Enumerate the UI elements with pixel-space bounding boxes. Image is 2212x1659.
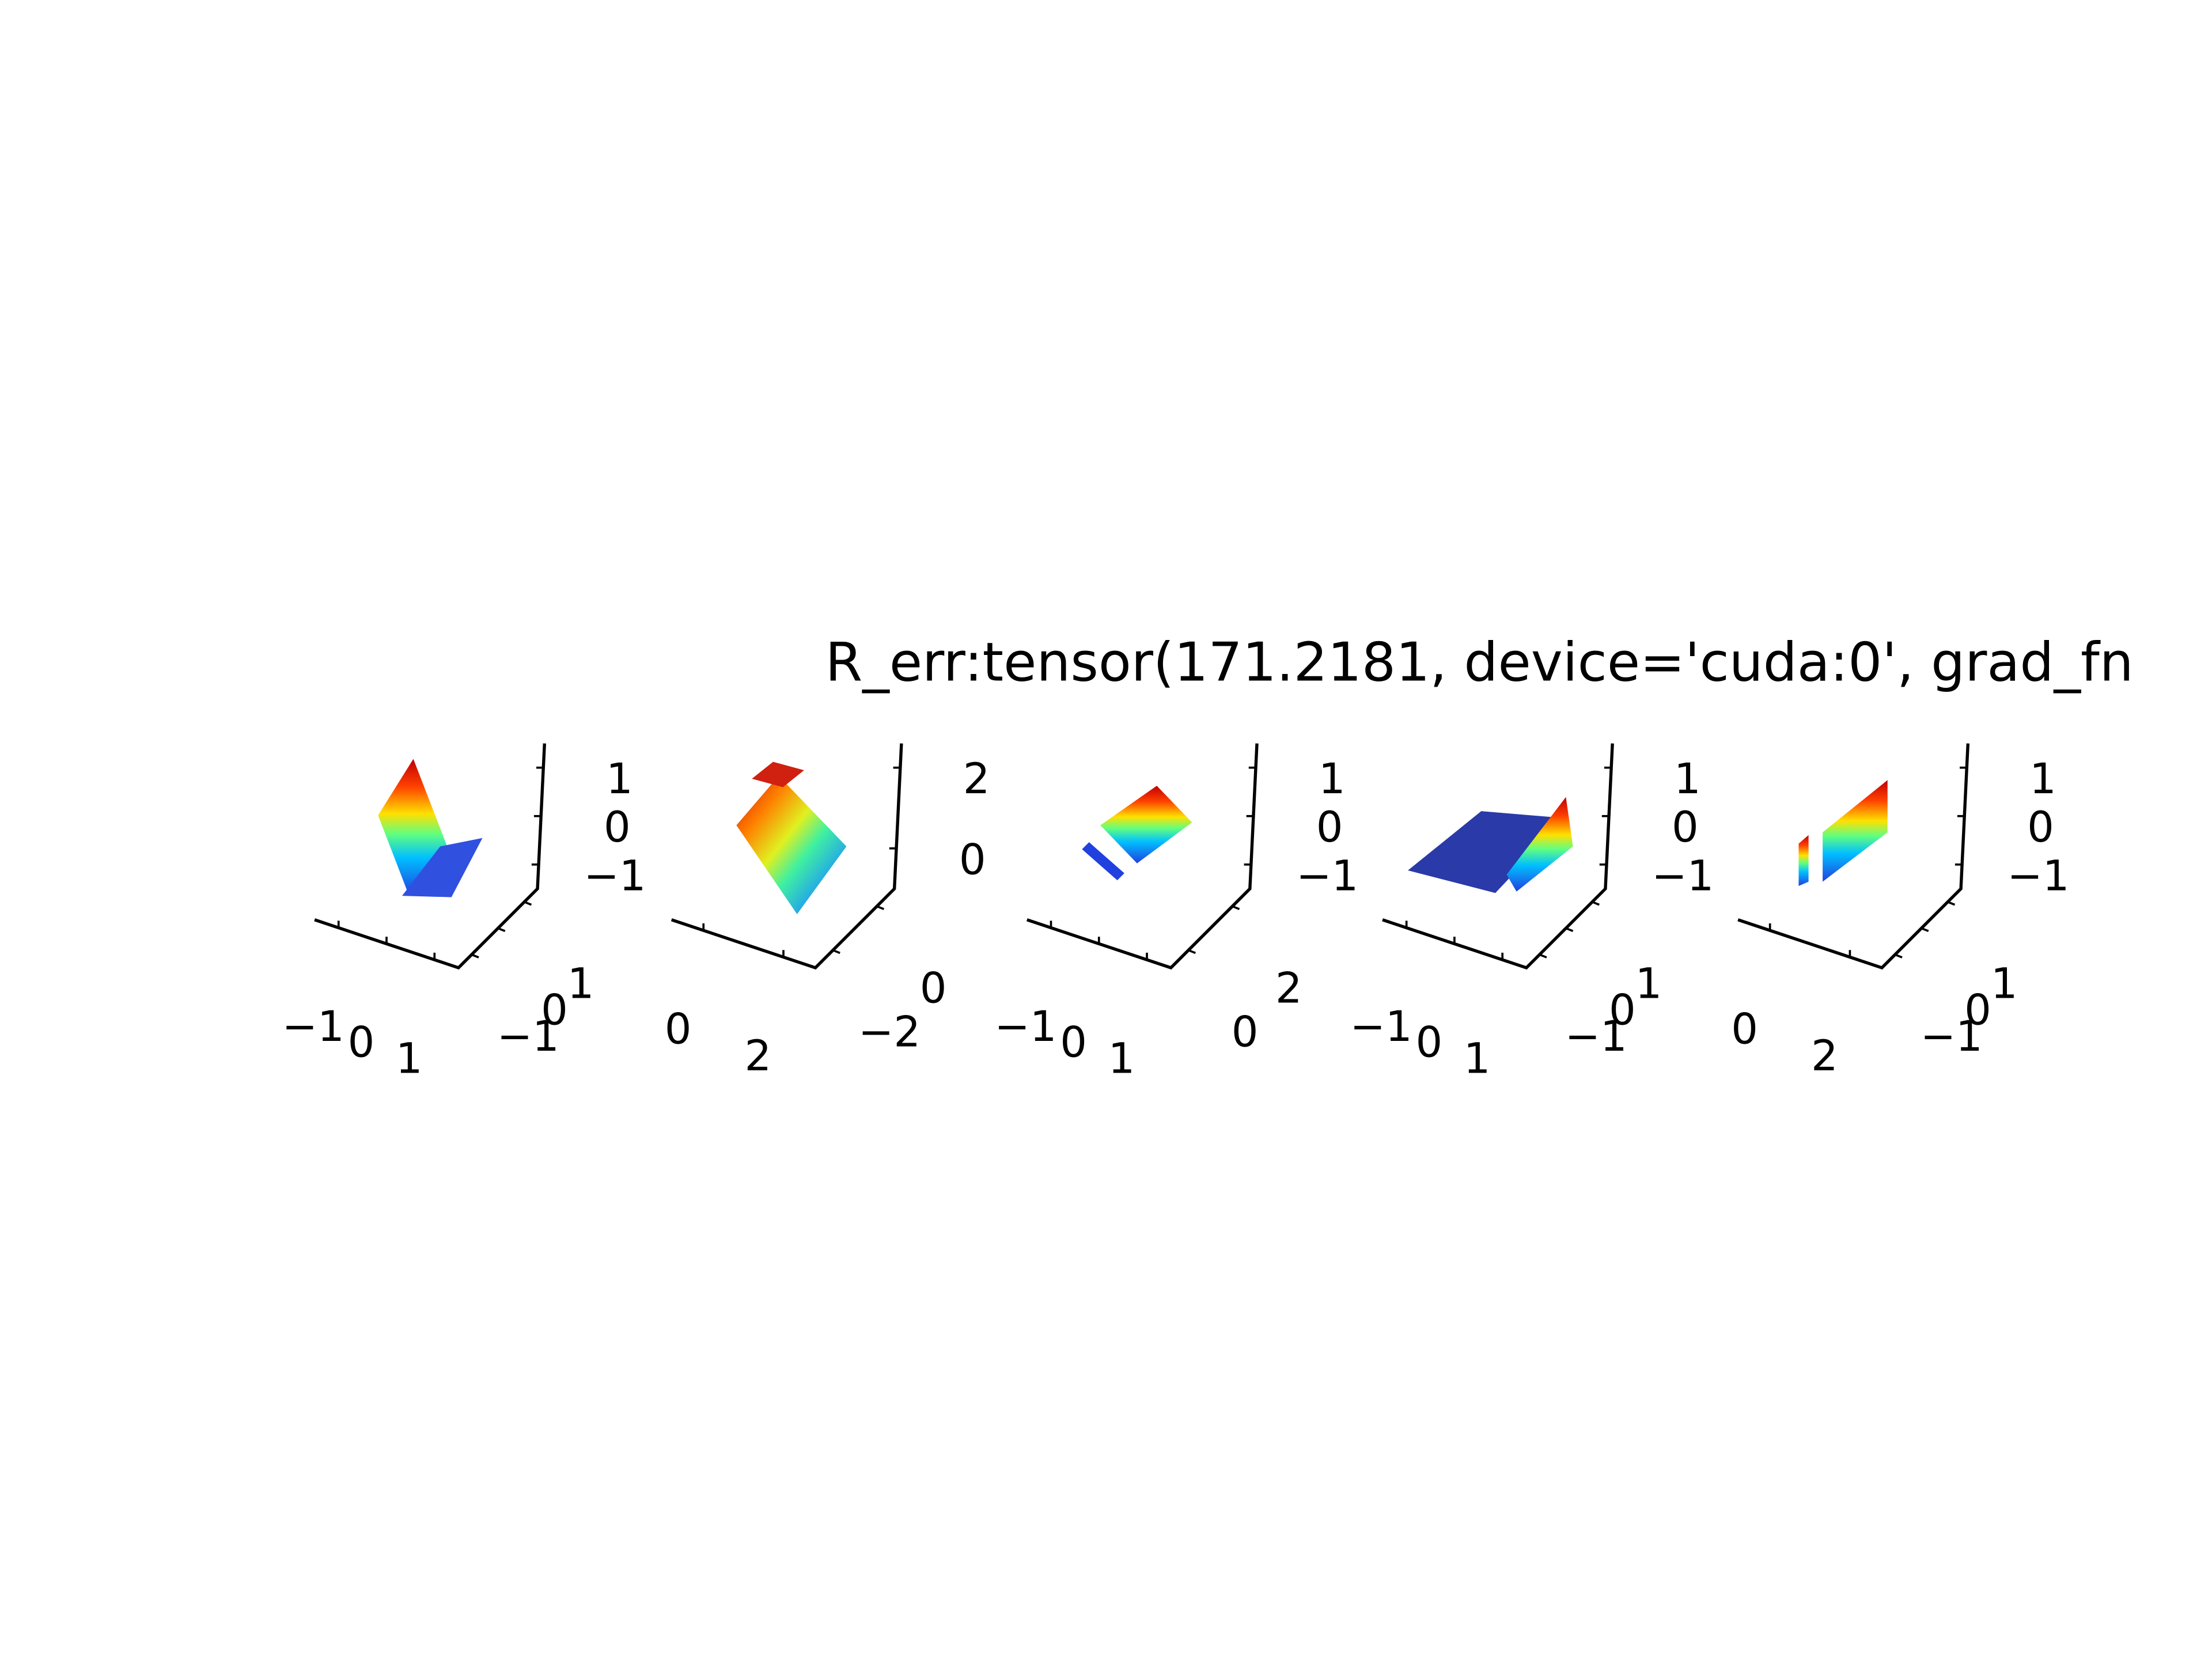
- z-tick-label: −1: [1652, 851, 1714, 900]
- y-tick-label: −2: [858, 1007, 921, 1056]
- z-tick-label: 1: [2029, 755, 2056, 804]
- y-tick-label: −1: [1921, 1012, 1983, 1061]
- y-tick-label: 1: [567, 960, 594, 1009]
- tick-mark: [1895, 953, 1903, 959]
- tick-mark: [1592, 901, 1600, 906]
- z-tick-label: 0: [959, 835, 986, 884]
- z-tick-label: 0: [1672, 803, 1699, 852]
- y-tick-label: −1: [497, 1012, 559, 1061]
- tick-mark: [832, 949, 840, 955]
- x-tick-label: −1: [994, 1002, 1056, 1051]
- x-tick-label: 1: [1464, 1034, 1491, 1083]
- point-cloud: [1506, 797, 1573, 892]
- y-tick-label: 0: [1232, 1007, 1259, 1056]
- x-tick-label: 0: [348, 1018, 375, 1067]
- tick-mark: [1947, 901, 1956, 906]
- x-tick-label: 1: [396, 1034, 423, 1083]
- point-cloud: [1798, 835, 1809, 886]
- point-cloud: [1823, 780, 1888, 882]
- y-tick-label: 0: [920, 964, 947, 1013]
- z-tick-label: −1: [584, 851, 646, 900]
- point-cloud: [1082, 842, 1124, 881]
- axis-line: [671, 743, 903, 970]
- z-tick-label: 0: [2027, 803, 2054, 852]
- x-tick-label: −1: [282, 1002, 344, 1051]
- y-tick-label: 2: [1275, 964, 1302, 1013]
- y-tick-label: 0: [1609, 986, 1636, 1035]
- z-tick-label: 2: [963, 755, 990, 804]
- z-tick-label: 1: [1674, 755, 1701, 804]
- point-cloud: [1408, 811, 1566, 893]
- y-tick-label: −1: [1565, 1012, 1627, 1061]
- point-clouds: [378, 759, 1888, 914]
- tick-mark: [876, 905, 885, 910]
- z-tick-label: 1: [606, 755, 633, 804]
- tick-mark: [1539, 953, 1547, 959]
- z-tick-label: 0: [604, 803, 631, 852]
- x-tick-label: 2: [745, 1032, 772, 1081]
- tick-mark: [497, 927, 506, 933]
- z-tick-label: 0: [1316, 803, 1343, 852]
- x-tick-label: 0: [665, 1005, 692, 1054]
- point-cloud: [1100, 786, 1192, 863]
- point-cloud: [752, 762, 804, 787]
- y-tick-label: 0: [1964, 986, 1991, 1035]
- chart-title: R_err:tensor(171.2181, device='cuda:0', …: [825, 631, 2134, 693]
- x-tick-label: 0: [1415, 1018, 1442, 1067]
- tick-mark: [1232, 905, 1240, 910]
- y-tick-label: 1: [1991, 960, 2018, 1009]
- tick-mark: [1565, 927, 1574, 933]
- tick-mark: [524, 901, 532, 906]
- point-cloud: [736, 775, 847, 914]
- x-tick-label: 1: [1108, 1034, 1135, 1083]
- z-tick-label: −1: [1296, 851, 1358, 900]
- x-tick-label: 0: [1060, 1018, 1087, 1067]
- point-cloud: [402, 838, 483, 897]
- x-tick-label: 2: [1811, 1032, 1838, 1081]
- x-tick-label: 0: [1731, 1005, 1758, 1054]
- tick-mark: [1188, 949, 1196, 955]
- z-tick-label: −1: [2007, 851, 2069, 900]
- z-tick-label: 1: [1319, 755, 1346, 804]
- y-tick-label: 0: [541, 986, 568, 1035]
- tick-mark: [471, 953, 479, 959]
- tick-mark: [1921, 927, 1929, 933]
- y-tick-label: 1: [1635, 960, 1662, 1009]
- x-tick-label: −1: [1350, 1002, 1412, 1051]
